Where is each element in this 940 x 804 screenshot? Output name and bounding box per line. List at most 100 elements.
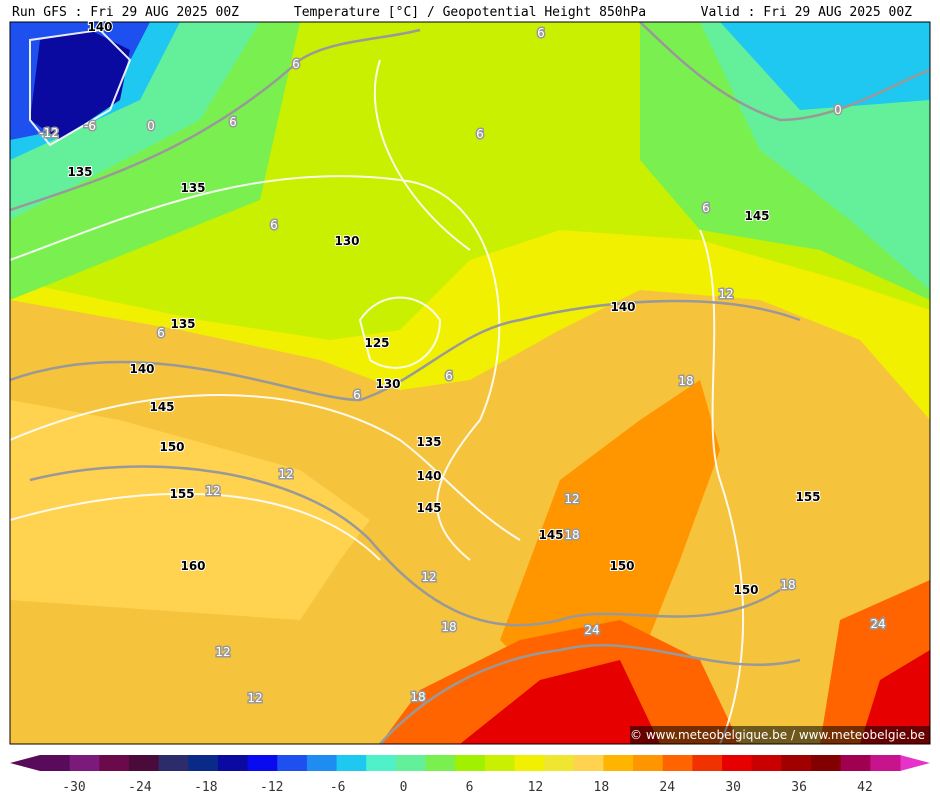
temperature-label: 6	[445, 369, 453, 383]
temperature-label: 12	[215, 645, 230, 659]
height-label: 135	[180, 181, 205, 195]
colorbar-tick-label: -18	[194, 780, 217, 795]
colorbar-swatch	[366, 755, 397, 771]
colorbar-swatch	[751, 755, 782, 771]
height-label: 140	[416, 469, 441, 483]
temperature-label: 18	[780, 578, 795, 592]
colorbar-swatch	[811, 755, 842, 771]
colorbar-swatch	[395, 755, 427, 771]
temperature-label: 18	[678, 374, 693, 388]
run-label: Run GFS : Fri 29 AUG 2025 00Z	[12, 5, 239, 20]
map-fields	[10, 22, 930, 744]
colorbar-swatch	[40, 755, 71, 771]
colorbar-tick-label: 36	[791, 780, 807, 795]
height-label: 125	[364, 336, 389, 350]
colorbar-swatch	[425, 755, 456, 771]
height-label: 130	[334, 234, 359, 248]
colorbar-tick-label: -6	[330, 780, 346, 795]
temperature-label: 12	[205, 484, 220, 498]
temperature-label: 6	[270, 218, 278, 232]
height-label: 140	[610, 300, 635, 314]
colorbar-swatch	[158, 755, 189, 771]
colorbar-tick-label: -12	[260, 780, 283, 795]
temperature-label: 24	[584, 623, 599, 637]
colorbar-swatch	[455, 755, 486, 771]
temperature-label: 6	[702, 201, 710, 215]
temperature-label: 12	[278, 467, 293, 481]
height-label: 145	[538, 528, 563, 542]
colorbar-swatch	[277, 755, 308, 771]
height-label: 140	[129, 362, 154, 376]
height-label: 145	[416, 501, 441, 515]
temperature-label: 12	[564, 492, 579, 506]
colorbar-swatch	[722, 755, 753, 771]
height-label: 150	[609, 559, 634, 573]
colorbar-swatch	[781, 755, 812, 771]
height-label: 135	[67, 165, 92, 179]
colorbar-swatch	[247, 755, 278, 771]
colorbar-swatch	[662, 755, 693, 771]
temperature-label: 6	[292, 57, 300, 71]
temperature-label: 12	[247, 691, 262, 705]
temperature-label: 0	[147, 119, 155, 133]
temperature-label: 6	[476, 127, 484, 141]
watermark-bg	[630, 726, 930, 744]
height-label: 135	[170, 317, 195, 331]
colorbar-swatch	[217, 755, 249, 771]
map-frame	[9, 21, 931, 745]
colorbar-tick-label: 24	[659, 780, 675, 795]
colorbar-end	[900, 755, 930, 771]
height-label: 150	[733, 583, 758, 597]
colorbar-tick-label: 30	[725, 780, 741, 795]
temperature-label: -6	[84, 119, 96, 133]
colorbar-swatch	[484, 755, 515, 771]
colorbar-swatch	[188, 755, 219, 771]
temperature-label: 0	[834, 103, 842, 117]
colorbar-swatch	[692, 755, 723, 771]
colorbar-swatch	[573, 755, 604, 771]
colorbar-swatch	[128, 755, 160, 771]
temperature-label: 18	[410, 690, 425, 704]
temperature-label: 24	[870, 617, 885, 631]
temperature-label: 18	[564, 528, 579, 542]
colorbar-swatch	[633, 755, 664, 771]
height-label: 155	[169, 487, 194, 501]
height-label: 140	[87, 20, 112, 34]
colorbar-tick-label: 42	[857, 780, 873, 795]
height-label: 145	[744, 209, 769, 223]
map-title: Temperature [°C] / Geopotential Height 8…	[294, 5, 646, 20]
temperature-label: 6	[537, 26, 545, 40]
colorbar-swatch	[336, 755, 367, 771]
colorbar-swatch	[544, 755, 575, 771]
height-label: 150	[159, 440, 184, 454]
watermark: © www.meteobelgique.be / www.meteobelgie…	[630, 728, 925, 742]
temperature-label: 6	[229, 115, 237, 129]
colorbar-swatch	[99, 755, 130, 771]
temperature-label: 6	[157, 326, 165, 340]
height-label: 130	[375, 377, 400, 391]
colorbar-swatch	[840, 755, 871, 771]
temperature-label: 18	[441, 620, 456, 634]
height-label: 135	[416, 435, 441, 449]
colorbar-tick-label: -24	[128, 780, 152, 795]
colorbar-end	[10, 755, 40, 771]
valid-label: Valid : Fri 29 AUG 2025 00Z	[701, 5, 912, 20]
height-label: 145	[149, 400, 174, 414]
colorbar-swatch	[69, 755, 100, 771]
colorbar-tick-label: 18	[594, 780, 610, 795]
temperature-label: 6	[353, 388, 361, 402]
colorbar-swatch	[603, 755, 634, 771]
colorbar-tick-label: -30	[62, 780, 85, 795]
height-label: 155	[795, 490, 820, 504]
colorbar-swatch	[306, 755, 338, 771]
temperature-label: 12	[718, 287, 733, 301]
colorbar-swatch	[870, 755, 901, 771]
colorbar-tick-label: 12	[528, 780, 544, 795]
height-label: 160	[180, 559, 205, 573]
colorbar-swatch	[514, 755, 545, 771]
temperature-label: 12	[421, 570, 436, 584]
colorbar-tick-label: 0	[400, 780, 408, 795]
temperature-label: -12	[39, 126, 59, 140]
colorbar-tick-label: 6	[466, 780, 474, 795]
